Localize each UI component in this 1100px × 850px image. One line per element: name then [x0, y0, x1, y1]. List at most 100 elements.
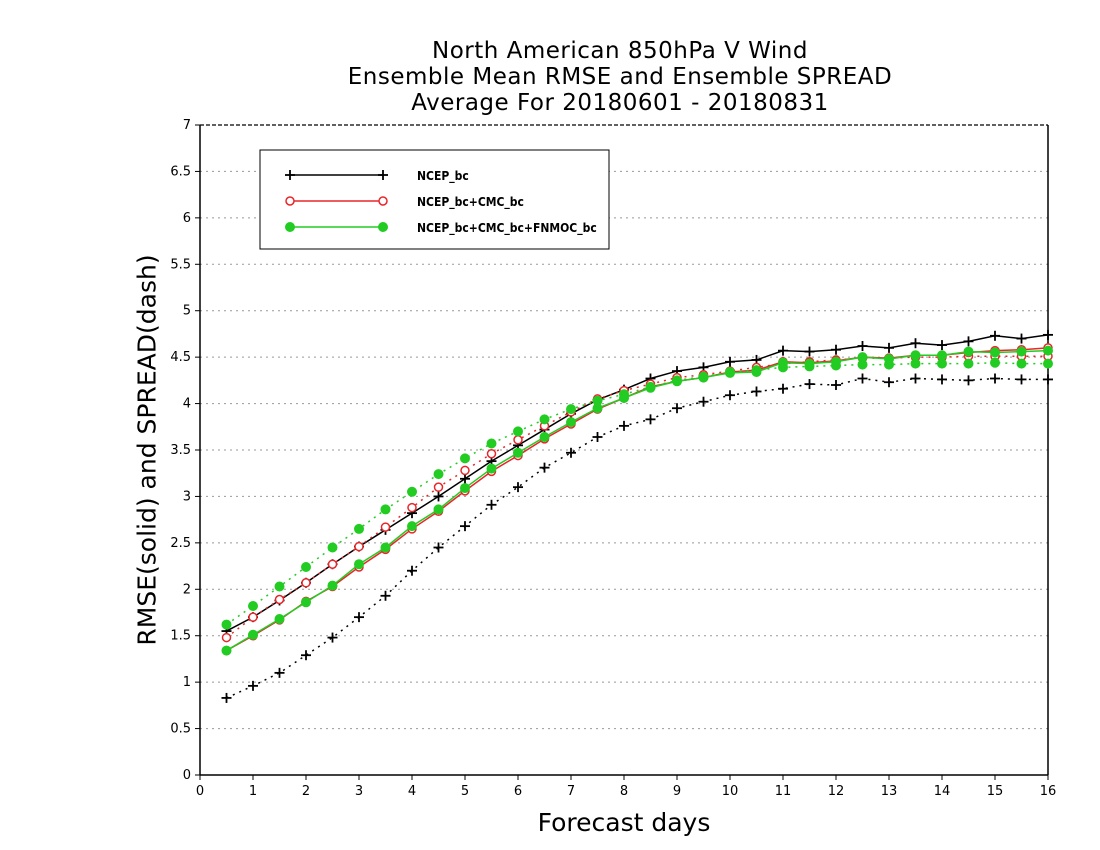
series-1-spread-point [486, 448, 497, 459]
series-0-spread-point [937, 374, 947, 385]
series-0-rmse-point [857, 341, 868, 351]
series-2-spread-point [1043, 358, 1053, 369]
series-0-spread-point [831, 380, 841, 390]
series-2-rmse-point [274, 614, 285, 624]
legend-box [259, 149, 610, 250]
series-2-rmse-line [226, 349, 1049, 652]
series-0-rmse-point [937, 340, 947, 351]
series-1-spread-point [407, 502, 417, 513]
y-tick-label: 0 [183, 768, 191, 783]
series-2-rmse-point [380, 542, 391, 553]
series-2-rmse-point [804, 358, 815, 369]
x-tick-label: 14 [934, 784, 951, 799]
legend-label-2: NCEP_bc+CMC_bc+FNMOC_bc [417, 221, 597, 236]
series-0-spread-point [380, 590, 391, 601]
series-0-rmse-point [433, 491, 444, 502]
y-tick-label: 1 [183, 675, 191, 690]
series-2-spread-point [354, 523, 364, 534]
x-tick-label: 12 [828, 784, 845, 799]
chart-title-line-2: Ensemble Mean RMSE and Ensemble SPREAD [347, 64, 893, 90]
series-0-spread-point [857, 373, 868, 384]
y-tick-label: 7 [183, 118, 191, 133]
series-2-rmse-point [1016, 346, 1027, 357]
series-0-rmse-point [1043, 329, 1053, 340]
series-0-spread-point [804, 379, 815, 390]
series-2-rmse-point [301, 597, 311, 608]
series-2-spread-point [433, 469, 444, 480]
series-1-spread-point [380, 522, 391, 532]
x-tick-label: 5 [461, 784, 469, 799]
series-2-rmse-point [884, 354, 894, 364]
series-0-spread-point [566, 447, 576, 458]
x-tick-label: 6 [514, 784, 522, 799]
series-2-spread-point [910, 358, 921, 369]
series-0-spread-point [354, 612, 364, 623]
series-2-rmse-point [407, 521, 417, 532]
x-tick-label: 10 [722, 784, 739, 799]
x-tick-label: 1 [249, 784, 257, 799]
series-0-spread-point [619, 420, 629, 431]
series-2-rmse-point [937, 350, 947, 361]
series-0-spread-point [698, 396, 709, 407]
series-2-rmse-point [725, 367, 735, 378]
series-2-spread-point [274, 581, 285, 592]
series-1-spread-point [221, 632, 232, 643]
series-1-spread-point [460, 465, 470, 476]
legend-label-0: NCEP_bc [417, 169, 469, 184]
series-0-spread-point [672, 403, 682, 414]
series-2-rmse-point [1043, 345, 1053, 356]
series-2-rmse-point [698, 372, 709, 383]
x-tick-label: 0 [196, 784, 204, 799]
x-tick-label: 13 [881, 784, 898, 799]
x-tick-label: 16 [1040, 784, 1057, 799]
series-0-spread-point [1043, 374, 1053, 385]
legend-marker-2-start [285, 222, 295, 232]
series-1-spread-point [248, 612, 258, 622]
series-1-spread-point [433, 482, 444, 492]
axes: 00.511.522.533.544.555.566.570 1 2 3 4 5 6 7 8 9 1… [170, 118, 1056, 799]
y-tick-label: 3 [183, 489, 191, 504]
series-2-spread-point [221, 619, 232, 630]
series-2-spread-point [539, 414, 550, 425]
series-0-spread-point [645, 414, 656, 425]
series-0-spread-point [221, 692, 232, 703]
series-2-rmse-point [990, 347, 1000, 358]
series-0-rmse-point [804, 346, 815, 357]
series-2-rmse-point [433, 504, 444, 515]
series-2-rmse-point [751, 367, 762, 377]
series-0-rmse-point [778, 345, 788, 356]
series-0-rmse-point [725, 356, 735, 367]
x-tick-label: 3 [355, 784, 363, 799]
series-0-spread-point [486, 499, 497, 510]
series-2-spread-point [380, 504, 391, 515]
y-tick-label: 6.5 [170, 164, 191, 179]
series-1-spread-point [513, 435, 523, 445]
series-0-rmse-point [1016, 333, 1027, 344]
series-1-spread-point [274, 594, 285, 605]
legend-label-1: NCEP_bc+CMC_bc [417, 195, 524, 210]
series-0-spread-point [301, 650, 311, 661]
series-2-rmse-point [672, 376, 682, 387]
series-2-rmse-point [248, 629, 258, 640]
x-tick-label: 7 [567, 784, 575, 799]
series-0-spread-point [460, 521, 470, 532]
series-0-spread-point [751, 386, 762, 397]
series-0-spread-point [963, 375, 974, 386]
series-2-rmse-point [221, 645, 232, 656]
legend-marker-1-start [285, 196, 295, 206]
series-2-spread-point [1016, 358, 1027, 369]
series-2-rmse-point [539, 432, 550, 442]
series-2-rmse-point [831, 356, 841, 367]
series-0-spread-point [433, 542, 444, 553]
y-tick-label: 4 [183, 397, 191, 412]
x-tick-label: 9 [673, 784, 681, 799]
series-0-spread-point [725, 390, 735, 401]
series-2-rmse-point [354, 559, 364, 570]
y-tick-label: 3.5 [170, 443, 191, 458]
y-tick-label: 5 [183, 304, 191, 319]
series-2-spread-point [301, 562, 311, 572]
legend-marker-1-end [378, 196, 388, 206]
legend-marker-2-end [378, 222, 388, 232]
series-0 [221, 329, 1053, 703]
